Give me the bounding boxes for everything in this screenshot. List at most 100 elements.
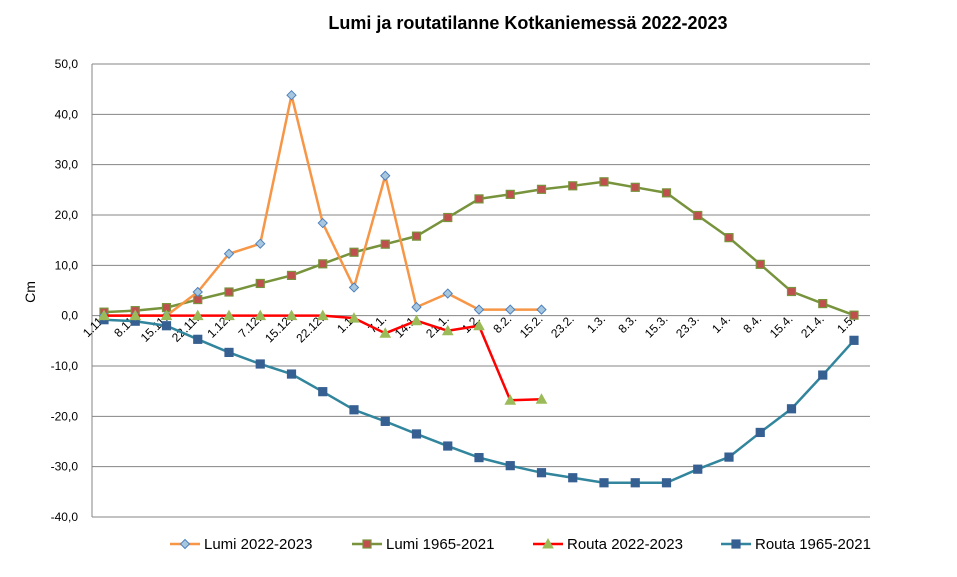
legend-label: Lumi 2022-2023 xyxy=(204,536,312,553)
y-tick-label: 10,0 xyxy=(55,258,79,272)
data-point xyxy=(599,177,609,187)
data-point xyxy=(255,278,265,289)
data-point xyxy=(98,309,110,321)
legend-label: Routa 2022-2023 xyxy=(567,536,683,553)
data-point xyxy=(349,247,359,257)
y-tick-label: 30,0 xyxy=(55,158,79,172)
x-tick-label: 23.3. xyxy=(673,312,702,341)
data-point xyxy=(473,319,485,331)
data-point xyxy=(568,181,578,191)
data-point xyxy=(348,312,360,323)
data-point xyxy=(786,404,797,414)
y-tick-label: -30,0 xyxy=(51,460,79,474)
data-point xyxy=(630,182,640,192)
data-point xyxy=(630,478,640,488)
data-point xyxy=(599,478,609,488)
series-2 xyxy=(98,309,548,405)
data-point xyxy=(818,298,828,309)
legend-label: Routa 1965-2021 xyxy=(755,536,871,553)
legend-item: Routa 2022-2023 xyxy=(533,536,683,553)
legend-swatch-marker xyxy=(542,537,554,549)
data-point xyxy=(536,468,547,478)
legend-swatch-marker xyxy=(179,538,191,550)
data-point xyxy=(316,309,329,321)
data-point xyxy=(160,309,173,321)
y-tick-label: -40,0 xyxy=(51,510,79,524)
series-1 xyxy=(99,177,859,320)
data-point xyxy=(535,393,548,404)
data-point xyxy=(191,309,204,321)
legend-swatch-marker xyxy=(362,539,372,549)
x-tick-label: 15.4. xyxy=(767,312,796,341)
data-point xyxy=(443,212,453,223)
data-point xyxy=(224,287,234,297)
data-point xyxy=(849,335,859,345)
data-point xyxy=(193,334,203,344)
data-point xyxy=(693,210,703,221)
x-tick-label: 23.2. xyxy=(548,312,577,341)
data-point xyxy=(568,473,578,483)
data-point xyxy=(786,286,797,297)
data-point xyxy=(161,321,172,331)
legend-swatch-marker xyxy=(731,539,741,549)
data-point xyxy=(318,259,328,269)
data-point xyxy=(223,309,235,321)
y-tick-label: 0,0 xyxy=(61,309,78,323)
series-0 xyxy=(98,89,547,321)
data-point xyxy=(411,429,422,439)
data-point xyxy=(693,464,703,474)
data-point xyxy=(410,314,423,326)
chart-title: Lumi ja routatilanne Kotkaniemessä 2022-… xyxy=(328,13,727,33)
data-point xyxy=(474,194,484,204)
legend-item: Lumi 2022-2023 xyxy=(170,536,312,553)
data-point xyxy=(255,238,266,249)
legend-item: Routa 1965-2021 xyxy=(721,536,871,553)
data-point xyxy=(192,286,203,298)
legend: Lumi 2022-2023 Lumi 1965-2021 Routa 2022-2… xyxy=(170,536,871,553)
data-point xyxy=(505,189,515,199)
legend-label: Lumi 1965-2021 xyxy=(386,536,494,553)
data-point xyxy=(380,170,391,181)
data-point xyxy=(286,89,297,101)
data-point xyxy=(255,359,265,369)
data-point xyxy=(286,369,297,379)
y-axis-label: Cm xyxy=(22,281,38,303)
data-point xyxy=(380,416,390,426)
y-tick-label: 50,0 xyxy=(55,57,79,71)
y-tick-label: 40,0 xyxy=(55,107,79,121)
data-point xyxy=(661,188,672,198)
data-point xyxy=(536,184,547,194)
y-tick-label: -20,0 xyxy=(51,409,79,423)
data-point xyxy=(286,270,297,280)
x-tick-label: 15.2. xyxy=(517,312,546,341)
data-point xyxy=(442,288,453,299)
data-point xyxy=(755,259,765,269)
series-line xyxy=(104,93,542,317)
data-point xyxy=(724,233,734,243)
data-point xyxy=(285,309,298,321)
data-point xyxy=(318,387,328,397)
data-point xyxy=(724,452,734,462)
y-tick-label: -10,0 xyxy=(51,359,79,373)
data-point xyxy=(536,304,547,315)
legend-item: Lumi 1965-2021 xyxy=(352,536,494,553)
data-point xyxy=(317,217,328,229)
data-point xyxy=(379,327,392,338)
x-tick-label: 21.4. xyxy=(798,312,827,341)
x-tick-label: 15.3. xyxy=(642,312,671,341)
series-3 xyxy=(99,315,859,488)
y-axis-ticks: 50,0 40,0 30,0 20,0 10,0 0,0 -10,0 -20,0 -30,0 -4… xyxy=(51,57,79,524)
y-tick-label: 20,0 xyxy=(55,208,79,222)
data-point xyxy=(505,304,516,315)
data-point xyxy=(441,324,454,336)
data-point xyxy=(443,441,453,451)
data-point xyxy=(223,248,235,259)
data-point xyxy=(411,301,422,313)
series-group xyxy=(98,89,859,488)
data-point xyxy=(129,309,142,321)
data-point xyxy=(474,453,484,463)
data-point xyxy=(473,304,485,315)
data-point xyxy=(348,282,360,293)
